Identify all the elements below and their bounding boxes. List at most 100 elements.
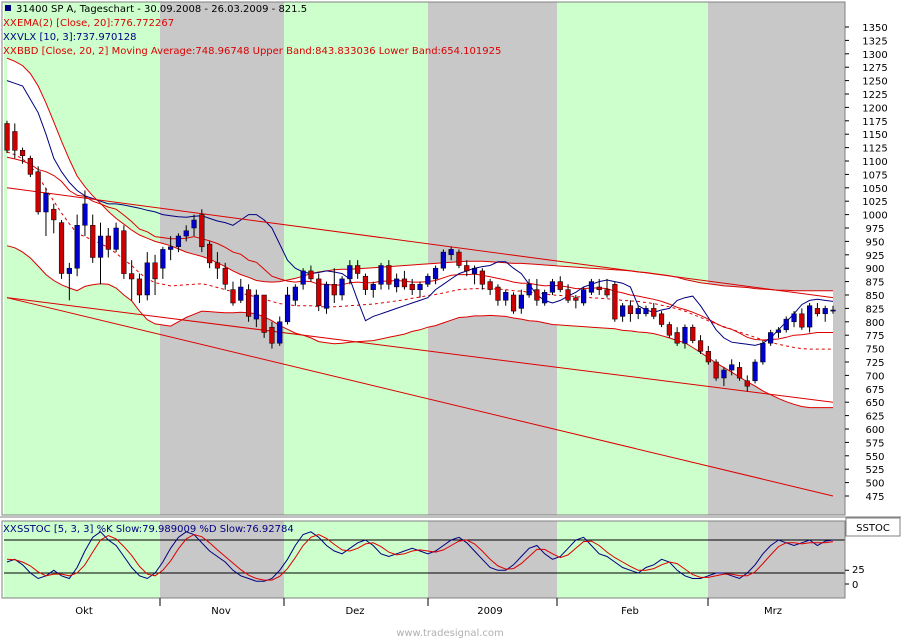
trend-line	[6, 187, 834, 299]
candle-body	[471, 267, 478, 274]
candle-body	[697, 340, 704, 352]
candle	[35, 166, 41, 215]
candle	[160, 246, 166, 279]
y-tick-label: 1250	[862, 77, 887, 88]
candle	[830, 305, 836, 314]
y-tick-label: 725	[865, 358, 884, 369]
candle-body	[214, 262, 221, 269]
candle-body	[355, 265, 361, 274]
candle	[90, 214, 96, 263]
candle-body	[432, 267, 439, 280]
stoch-side-label-box	[845, 517, 901, 537]
candle	[713, 359, 719, 381]
candle	[362, 273, 369, 295]
candle-body	[705, 351, 711, 363]
candle-body	[90, 225, 96, 258]
candle	[19, 147, 26, 164]
candle	[51, 203, 57, 234]
candle-body	[35, 171, 41, 213]
candle	[347, 260, 353, 285]
candle-body	[440, 251, 446, 269]
candle	[783, 316, 789, 333]
candle	[604, 278, 610, 298]
candle	[261, 294, 267, 338]
candle	[339, 276, 345, 301]
candle	[479, 268, 485, 290]
candle	[627, 300, 634, 322]
candle-body	[19, 150, 26, 156]
candle	[768, 329, 774, 346]
y-tick-label: 1050	[862, 184, 887, 195]
candle-body	[4, 123, 10, 151]
candle	[355, 260, 361, 279]
candle	[417, 281, 423, 298]
y-tick-label: 600	[865, 425, 884, 436]
candle-body	[549, 281, 556, 293]
candle-body	[487, 281, 493, 290]
candle-body	[113, 227, 119, 250]
y-tick-label: 500	[865, 479, 884, 490]
candle	[534, 278, 540, 306]
candle-body	[620, 305, 626, 317]
candle	[666, 321, 672, 338]
candle-body	[651, 308, 657, 317]
candle-body	[207, 243, 213, 264]
y-tick-label: 975	[865, 224, 884, 235]
candle	[191, 214, 197, 237]
candle	[253, 289, 259, 328]
candle	[58, 219, 65, 279]
candle-body	[160, 249, 166, 269]
candle	[12, 123, 18, 159]
stoch-k-line	[6, 531, 834, 582]
stoch-side-label: SSTOC	[856, 523, 890, 534]
background-bands	[4, 2, 845, 598]
candle-body	[331, 284, 337, 296]
axes: 1350 1325 1300 1275 1250 1225 1200 1175 1150 1125…	[0, 1, 901, 617]
stoch-legend: SSTOC [5, 3, 3] %K Slow:79.989009 %D Slo…	[17, 524, 294, 535]
candle-body	[66, 267, 72, 274]
candle-body	[783, 318, 789, 331]
candle	[464, 260, 470, 277]
candle-body	[168, 246, 174, 250]
candle-body	[822, 308, 828, 315]
candle	[822, 305, 828, 322]
candle-body	[588, 281, 595, 293]
y-tick-label: 1125	[862, 144, 887, 155]
candle-body	[323, 284, 330, 309]
candle-body	[604, 289, 610, 296]
y-tick-label: 1350	[862, 23, 887, 34]
candle	[807, 303, 813, 333]
candle	[401, 270, 408, 290]
candle	[697, 335, 704, 354]
candle	[183, 225, 189, 242]
candle	[620, 303, 626, 322]
bollinger-fill	[7, 58, 833, 408]
y-tick-label: 1000	[862, 211, 887, 222]
candle	[245, 284, 252, 322]
candle	[682, 324, 688, 349]
y-tick-label: 825	[865, 304, 884, 315]
candle	[456, 249, 462, 269]
candle-body	[277, 321, 283, 344]
candle	[168, 236, 174, 261]
candle	[113, 222, 119, 253]
x-tick-label: Dez	[345, 606, 364, 617]
candle-body	[534, 289, 540, 301]
y-tick-label: 525	[865, 465, 884, 476]
y-tick-label: 1325	[862, 36, 887, 47]
candle-body	[347, 265, 353, 280]
candle-body	[744, 380, 750, 387]
month-band-stoch	[708, 521, 845, 598]
candle-body	[284, 294, 291, 323]
candle	[542, 289, 548, 306]
candle	[549, 278, 556, 295]
candle	[105, 228, 111, 258]
candle-body	[269, 326, 275, 344]
candle-body	[58, 222, 65, 274]
candle-body	[736, 367, 743, 379]
candle-body	[713, 361, 719, 379]
candle	[635, 305, 641, 320]
candle	[136, 273, 143, 304]
candle	[705, 345, 711, 365]
ema-legend: EMA(2) [Close, 20]:776.772267	[17, 18, 174, 29]
